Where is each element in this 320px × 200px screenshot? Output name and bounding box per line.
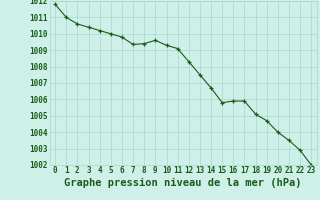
X-axis label: Graphe pression niveau de la mer (hPa): Graphe pression niveau de la mer (hPa) [64,178,302,188]
